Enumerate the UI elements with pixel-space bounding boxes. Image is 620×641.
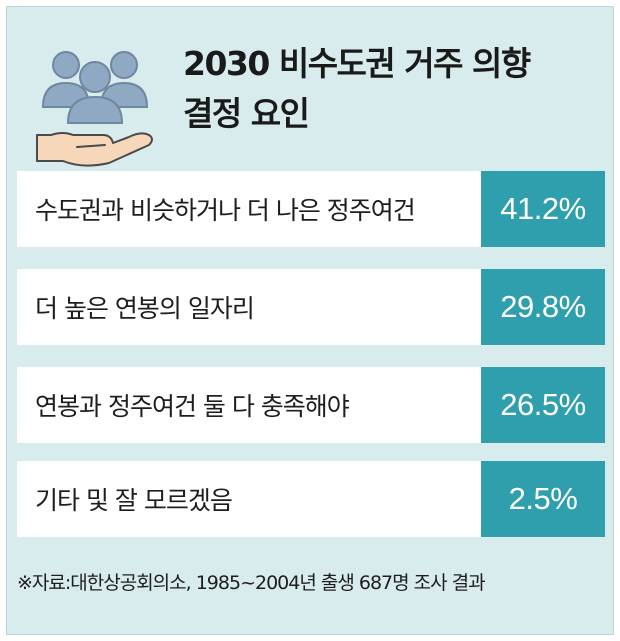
source-note: ※자료:대한상공회의소, 1985~2004년 출생 687명 조사 결과 xyxy=(17,572,486,594)
people-in-hand-icon xyxy=(33,39,157,169)
value-label: 26.5% xyxy=(481,367,605,443)
value-label: 29.8% xyxy=(481,269,605,345)
value-label: 41.2% xyxy=(481,171,605,247)
table-row: 더 높은 연봉의 일자리 29.8% xyxy=(17,269,605,345)
category-label: 수도권과 비슷하거나 더 나은 정주여건 xyxy=(17,171,481,247)
chart-title-line-2: 결정 요인 xyxy=(183,94,310,133)
chart-title: 2030 비수도권 거주 의향 결정 요인 xyxy=(183,39,603,139)
value-label: 2.5% xyxy=(481,461,605,537)
category-label: 기타 및 잘 모르겠음 xyxy=(17,461,481,537)
infographic-panel: 2030 비수도권 거주 의향 결정 요인 수도권과 비슷하거나 더 나은 정주… xyxy=(6,6,614,635)
category-label: 연봉과 정주여건 둘 다 충족해야 xyxy=(17,367,481,443)
chart-title-line-1: 2030 비수도권 거주 의향 xyxy=(183,44,531,83)
table-row: 기타 및 잘 모르겠음 2.5% xyxy=(17,461,605,537)
table-row: 수도권과 비슷하거나 더 나은 정주여건 41.2% xyxy=(17,171,605,247)
category-label: 더 높은 연봉의 일자리 xyxy=(17,269,481,345)
table-row: 연봉과 정주여건 둘 다 충족해야 26.5% xyxy=(17,367,605,443)
